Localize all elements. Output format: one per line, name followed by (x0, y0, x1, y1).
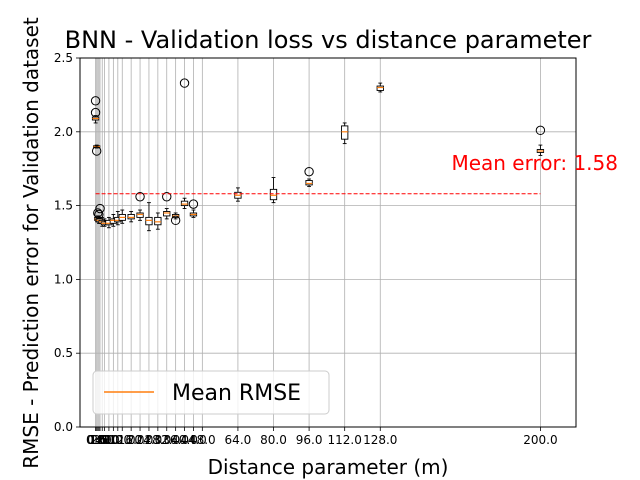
box-x-36 (170, 212, 181, 226)
x-tick-label: 128.0 (363, 433, 397, 447)
y-tick-label: 1.0 (54, 272, 73, 286)
box-x-64 (234, 187, 242, 202)
x-tick-label: 96.0 (296, 433, 323, 447)
box-outlier (535, 125, 546, 136)
x-tick-label: 1.5 (89, 433, 108, 447)
box-x-16 (127, 211, 135, 223)
x-axis-ticks: 0.00.51.01.52.03.04.06.08.010.012.016.02… (86, 427, 558, 447)
legend-mean-rmse-label: Mean RMSE (172, 381, 301, 406)
box-outlier (162, 192, 172, 202)
x-tick-label: 20.0 (127, 433, 154, 447)
box-outlier (135, 192, 145, 202)
box-iqr (341, 125, 349, 140)
box-x-12 (118, 209, 126, 224)
box-iqr (145, 216, 153, 226)
box-iqr (269, 188, 278, 201)
box-outlier (304, 166, 314, 177)
box-x-24 (145, 202, 153, 232)
y-tick-label: 0.5 (54, 346, 73, 360)
box-x-96 (304, 166, 314, 187)
y-tick-label: 0.0 (54, 420, 73, 434)
x-tick-label: 32.0 (153, 433, 180, 447)
x-axis-label: Distance parameter (m) (208, 455, 449, 479)
y-tick-label: 2.5 (54, 51, 73, 65)
y-axis-ticks: 0.0 0.5 1.0 1.5 2.0 2.5 (54, 51, 80, 434)
legend: Mean RMSE (92, 370, 330, 415)
x-tick-label: 24.0 (136, 433, 163, 447)
y-tick-label: 1.5 (54, 199, 73, 213)
box-x-32 (162, 192, 172, 220)
box-x-112 (341, 122, 349, 145)
box-series (90, 78, 546, 232)
y-tick-label: 2.0 (54, 125, 73, 139)
box-iqr (163, 211, 171, 217)
box-iqr (305, 180, 313, 186)
grid-lines (80, 57, 576, 428)
x-tick-label: 112.0 (328, 433, 362, 447)
legend-frame (92, 370, 330, 415)
box-iqr (376, 85, 384, 91)
box-iqr (154, 216, 162, 226)
box-x-200 (535, 125, 546, 156)
box-x-28 (154, 212, 162, 230)
chart-title: BNN - Validation loss vs distance parame… (65, 26, 592, 54)
box-x-0-5 (91, 144, 102, 156)
x-tick-label: 36.0 (162, 433, 189, 447)
x-tick-label: 1.0 (88, 433, 107, 447)
box-x-128 (376, 82, 384, 93)
box-iqr (136, 212, 144, 218)
x-tick-label: 28.0 (144, 433, 171, 447)
x-tick-label: 12.0 (109, 433, 136, 447)
box-outlier (91, 146, 102, 156)
x-tick-label: 80.0 (260, 433, 287, 447)
box-x-0 (90, 96, 101, 124)
box-x-40 (179, 78, 190, 210)
x-tick-label: 48.0 (189, 433, 216, 447)
x-tick-label: 0.5 (87, 433, 106, 447)
box-iqr (127, 214, 135, 220)
x-tick-label: 6.0 (99, 433, 118, 447)
box-outlier (170, 215, 181, 226)
x-tick-label: 40.0 (171, 433, 198, 447)
box-outlier (93, 208, 103, 218)
plot-area-frame (79, 57, 577, 428)
box-x-44 (188, 199, 199, 218)
box-iqr (180, 200, 189, 207)
box-outlier (90, 107, 101, 118)
box-x-80 (269, 177, 278, 204)
x-tick-label: 2.0 (90, 433, 109, 447)
box-outlier (188, 199, 199, 209)
x-tick-label: 8.0 (104, 433, 123, 447)
box-x-6 (105, 216, 113, 229)
mean-error-annotation: Mean error: 1.58 (451, 151, 618, 175)
x-tick-label: 4.0 (95, 433, 114, 447)
x-tick-label: 44.0 (180, 433, 207, 447)
box-outlier (179, 78, 190, 88)
x-tick-label: 3.0 (93, 433, 112, 447)
x-tick-label: 200.0 (523, 433, 557, 447)
x-tick-label: 0.0 (86, 433, 105, 447)
x-tick-label: 16.0 (118, 433, 145, 447)
y-axis-label: RMSE - Prediction error for Validation d… (19, 17, 43, 469)
x-tick-label: 10.0 (104, 433, 131, 447)
box-x-20 (135, 192, 145, 221)
x-tick-label: 64.0 (225, 433, 252, 447)
box-outlier (95, 203, 105, 214)
box-outlier (90, 96, 101, 106)
